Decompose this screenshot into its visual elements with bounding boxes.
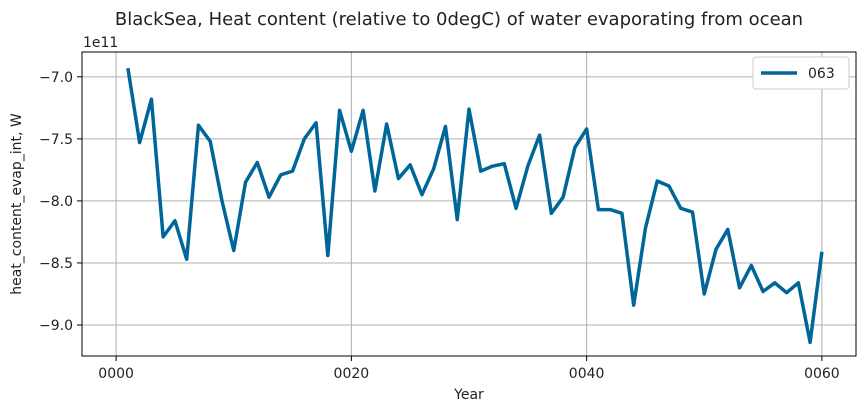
legend-box [752, 56, 850, 90]
x-tick-label: 0040 [569, 366, 605, 382]
x-axis: 0000 0020 0040 0060 [98, 356, 840, 382]
series-layer [126, 67, 824, 345]
y-tick-label: −8.5 [39, 256, 73, 272]
grid-layer [82, 52, 856, 356]
x-tick-label: 0020 [334, 366, 370, 382]
legend-entry-label: 063 [808, 66, 835, 82]
y-tick-label: −8.0 [39, 194, 73, 210]
y-axis: −9.0 −8.5 −8.0 −7.5 −7.0 [39, 70, 82, 334]
x-tick-label: 0000 [98, 366, 134, 382]
chart-title: BlackSea, Heat content (relative to 0deg… [115, 9, 803, 30]
y-axis-label: heat_content_evap_int, W [9, 113, 25, 295]
x-axis-label: Year [453, 387, 484, 403]
series-line-063 [126, 67, 824, 345]
y-tick-label: −7.0 [39, 70, 73, 86]
plot-area [81, 51, 857, 357]
legend: 063 [752, 56, 850, 90]
y-tick-label: −7.5 [39, 132, 73, 148]
y-multiplier-label: 1e11 [83, 35, 118, 51]
y-tick-label: −9.0 [39, 318, 73, 334]
x-tick-label: 0060 [804, 366, 840, 382]
